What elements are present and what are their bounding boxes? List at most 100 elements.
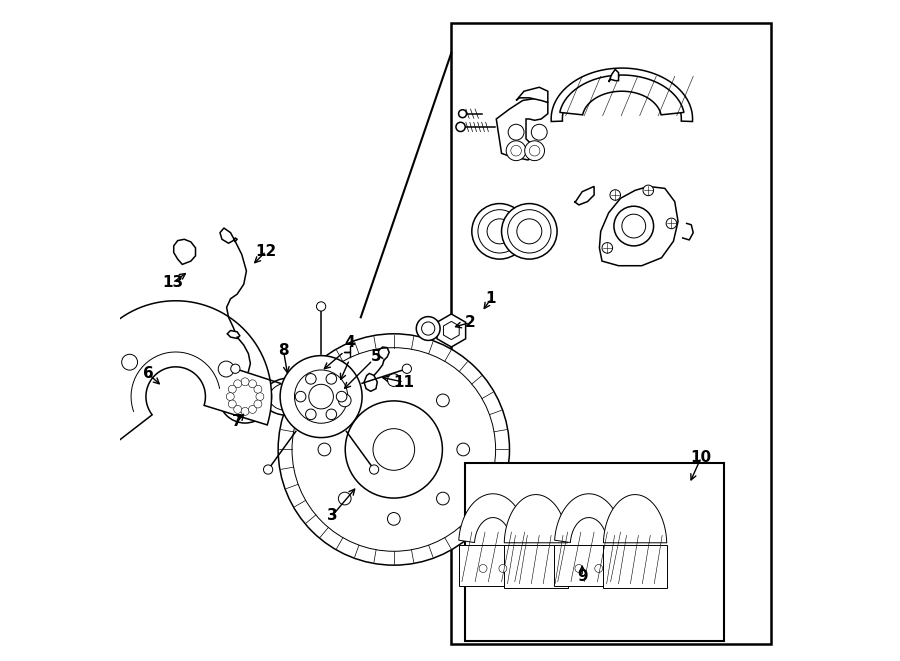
Polygon shape	[227, 330, 239, 338]
Text: 6: 6	[142, 366, 153, 381]
Circle shape	[459, 110, 466, 118]
Circle shape	[610, 190, 620, 200]
Circle shape	[229, 385, 236, 393]
Circle shape	[337, 391, 347, 402]
Circle shape	[529, 145, 540, 156]
Circle shape	[338, 394, 351, 407]
Circle shape	[622, 214, 645, 238]
Circle shape	[218, 361, 234, 377]
Circle shape	[388, 512, 400, 525]
Ellipse shape	[263, 378, 313, 415]
Polygon shape	[496, 98, 548, 160]
Text: 5: 5	[371, 350, 382, 364]
Circle shape	[456, 122, 465, 132]
Text: 13: 13	[162, 276, 183, 290]
Circle shape	[234, 380, 242, 388]
Polygon shape	[608, 69, 618, 82]
Polygon shape	[560, 75, 684, 115]
Text: 8: 8	[278, 343, 289, 358]
Circle shape	[226, 377, 264, 416]
Circle shape	[575, 564, 583, 572]
Circle shape	[499, 564, 507, 572]
Circle shape	[508, 210, 551, 253]
Circle shape	[472, 204, 527, 259]
Polygon shape	[174, 239, 195, 264]
Circle shape	[306, 409, 316, 420]
Circle shape	[306, 373, 316, 384]
Circle shape	[511, 145, 521, 156]
Circle shape	[317, 302, 326, 311]
Text: 12: 12	[256, 244, 277, 258]
Polygon shape	[554, 494, 623, 543]
Circle shape	[318, 443, 331, 456]
Circle shape	[241, 378, 249, 386]
Circle shape	[501, 204, 557, 259]
Polygon shape	[80, 301, 272, 455]
Circle shape	[517, 219, 542, 244]
Circle shape	[421, 322, 435, 335]
Circle shape	[373, 429, 415, 471]
Bar	[459, 545, 527, 586]
Circle shape	[278, 334, 509, 565]
Circle shape	[219, 370, 272, 423]
Circle shape	[614, 206, 653, 246]
Bar	[554, 545, 623, 586]
Text: 2: 2	[464, 315, 475, 330]
Text: 4: 4	[344, 335, 355, 350]
Bar	[464, 463, 724, 641]
Circle shape	[457, 443, 470, 456]
Circle shape	[248, 405, 256, 413]
Circle shape	[346, 401, 443, 498]
Circle shape	[254, 385, 262, 393]
Circle shape	[479, 564, 487, 572]
Polygon shape	[516, 87, 548, 102]
Circle shape	[226, 393, 234, 401]
Text: 9: 9	[577, 569, 588, 584]
Circle shape	[487, 219, 512, 244]
Text: 1: 1	[486, 292, 496, 306]
Circle shape	[478, 210, 521, 253]
Circle shape	[254, 400, 262, 408]
Polygon shape	[459, 494, 527, 543]
Circle shape	[595, 564, 603, 572]
Text: 7: 7	[232, 414, 242, 429]
Circle shape	[122, 354, 138, 370]
Circle shape	[666, 218, 677, 229]
Circle shape	[602, 243, 613, 253]
Text: 3: 3	[327, 508, 338, 523]
Circle shape	[436, 492, 449, 505]
Circle shape	[230, 364, 240, 373]
Circle shape	[294, 370, 347, 423]
Polygon shape	[437, 314, 465, 347]
Circle shape	[417, 317, 440, 340]
Text: 10: 10	[690, 450, 712, 465]
Polygon shape	[504, 494, 568, 543]
Circle shape	[508, 124, 524, 140]
Bar	[603, 545, 667, 588]
Circle shape	[326, 373, 337, 384]
Polygon shape	[599, 186, 678, 266]
Polygon shape	[574, 186, 594, 205]
Circle shape	[436, 394, 449, 407]
Circle shape	[309, 384, 333, 409]
Circle shape	[235, 386, 256, 407]
Bar	[504, 545, 568, 588]
Circle shape	[643, 185, 653, 196]
Circle shape	[370, 465, 379, 474]
Circle shape	[264, 465, 273, 474]
Circle shape	[506, 141, 526, 161]
Circle shape	[388, 373, 400, 387]
Ellipse shape	[269, 383, 307, 410]
Circle shape	[256, 393, 264, 401]
Circle shape	[338, 492, 351, 505]
Circle shape	[295, 391, 306, 402]
Circle shape	[531, 124, 547, 140]
Bar	[451, 23, 770, 644]
Polygon shape	[551, 68, 693, 122]
Circle shape	[326, 409, 337, 420]
Circle shape	[234, 405, 242, 413]
Text: 11: 11	[393, 375, 414, 389]
Circle shape	[248, 380, 256, 388]
Circle shape	[525, 141, 544, 161]
Circle shape	[241, 407, 249, 415]
